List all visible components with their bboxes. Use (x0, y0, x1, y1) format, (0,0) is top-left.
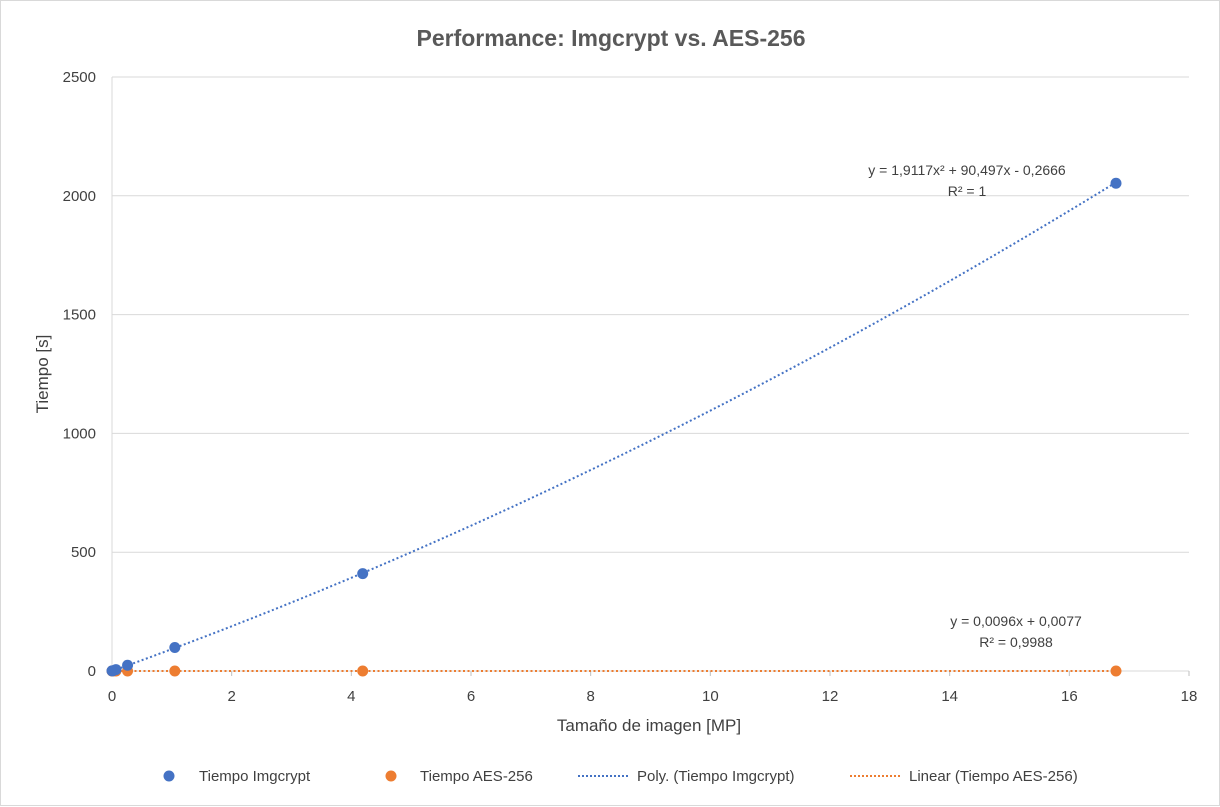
x-tick-label: 12 (822, 688, 839, 705)
y-tick-label: 0 (88, 663, 96, 680)
point-imgcrypt (357, 568, 368, 579)
y-tick-label: 500 (71, 544, 96, 561)
y-tick-label: 2500 (63, 69, 96, 86)
x-tick-label: 2 (227, 688, 235, 705)
y-tick-label: 1500 (63, 307, 96, 324)
point-aes (357, 665, 368, 676)
chart-title: Performance: Imgcrypt vs. AES-256 (416, 25, 805, 51)
x-tick-label: 14 (941, 688, 958, 705)
point-imgcrypt (1111, 178, 1122, 189)
legend-label-aes: Tiempo AES-256 (420, 768, 533, 785)
legend-marker-imgcrypt (164, 771, 175, 782)
point-imgcrypt (169, 642, 180, 653)
x-tick-label: 18 (1181, 688, 1198, 705)
x-axis-ticks: 0 2 4 6 8 10 12 14 16 18 (108, 671, 1198, 705)
legend-label-poly: Poly. (Tiempo Imgcrypt) (637, 768, 795, 785)
y-tick-label: 1000 (63, 425, 96, 442)
x-tick-label: 8 (586, 688, 594, 705)
legend-marker-aes (386, 771, 397, 782)
imgcrypt-equation: y = 1,9117x² + 90,497x - 0,2666 (868, 162, 1066, 178)
trendlines (112, 182, 1116, 671)
aes-equation: y = 0,0096x + 0,0077 (950, 613, 1082, 629)
legend-label-linear: Linear (Tiempo AES-256) (909, 768, 1078, 785)
imgcrypt-r2: R² = 1 (948, 183, 987, 199)
legend: Tiempo Imgcrypt Tiempo AES-256 Poly. (Ti… (164, 768, 1078, 785)
x-tick-label: 10 (702, 688, 719, 705)
x-tick-label: 0 (108, 688, 116, 705)
y-axis-ticks: 0 500 1000 1500 2000 2500 (63, 69, 96, 680)
x-tick-label: 6 (467, 688, 475, 705)
aes-r2: R² = 0,9988 (979, 634, 1053, 650)
y-axis-title: Tiempo [s] (33, 335, 52, 414)
point-aes (1111, 665, 1122, 676)
x-axis-title: Tamaño de imagen [MP] (557, 716, 741, 735)
point-imgcrypt (122, 660, 133, 671)
x-tick-label: 16 (1061, 688, 1078, 705)
point-aes (169, 665, 180, 676)
trendline-poly-imgcrypt (112, 182, 1116, 671)
data-points (107, 178, 1122, 677)
point-imgcrypt (110, 664, 121, 675)
x-tick-label: 4 (347, 688, 355, 705)
trendline-equations: y = 1,9117x² + 90,497x - 0,2666 R² = 1 y… (868, 162, 1082, 650)
legend-label-imgcrypt: Tiempo Imgcrypt (199, 768, 311, 785)
y-tick-label: 2000 (63, 188, 96, 205)
